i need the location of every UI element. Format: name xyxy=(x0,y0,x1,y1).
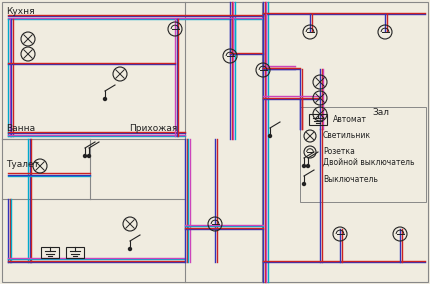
Text: Светильник: Светильник xyxy=(323,131,371,141)
Bar xyxy=(300,107,426,202)
Circle shape xyxy=(104,97,107,101)
Bar xyxy=(309,114,327,124)
Circle shape xyxy=(302,183,305,185)
Text: Ванна: Ванна xyxy=(6,124,36,133)
Circle shape xyxy=(83,154,86,158)
Circle shape xyxy=(129,247,132,250)
Circle shape xyxy=(302,164,305,168)
Text: Зал: Зал xyxy=(372,108,389,117)
Text: Розетка: Розетка xyxy=(323,147,355,156)
Bar xyxy=(41,247,59,258)
Text: Двойной выключатель: Двойной выключатель xyxy=(323,158,415,166)
Circle shape xyxy=(307,164,310,168)
Bar xyxy=(66,247,84,258)
Text: Прихожая: Прихожая xyxy=(129,124,177,133)
Circle shape xyxy=(87,154,90,158)
Circle shape xyxy=(268,135,271,137)
Text: Автомат: Автомат xyxy=(333,114,367,124)
Text: Туалет: Туалет xyxy=(6,160,40,170)
Text: Кухня: Кухня xyxy=(6,7,35,16)
Text: Выключатель: Выключатель xyxy=(323,176,378,185)
